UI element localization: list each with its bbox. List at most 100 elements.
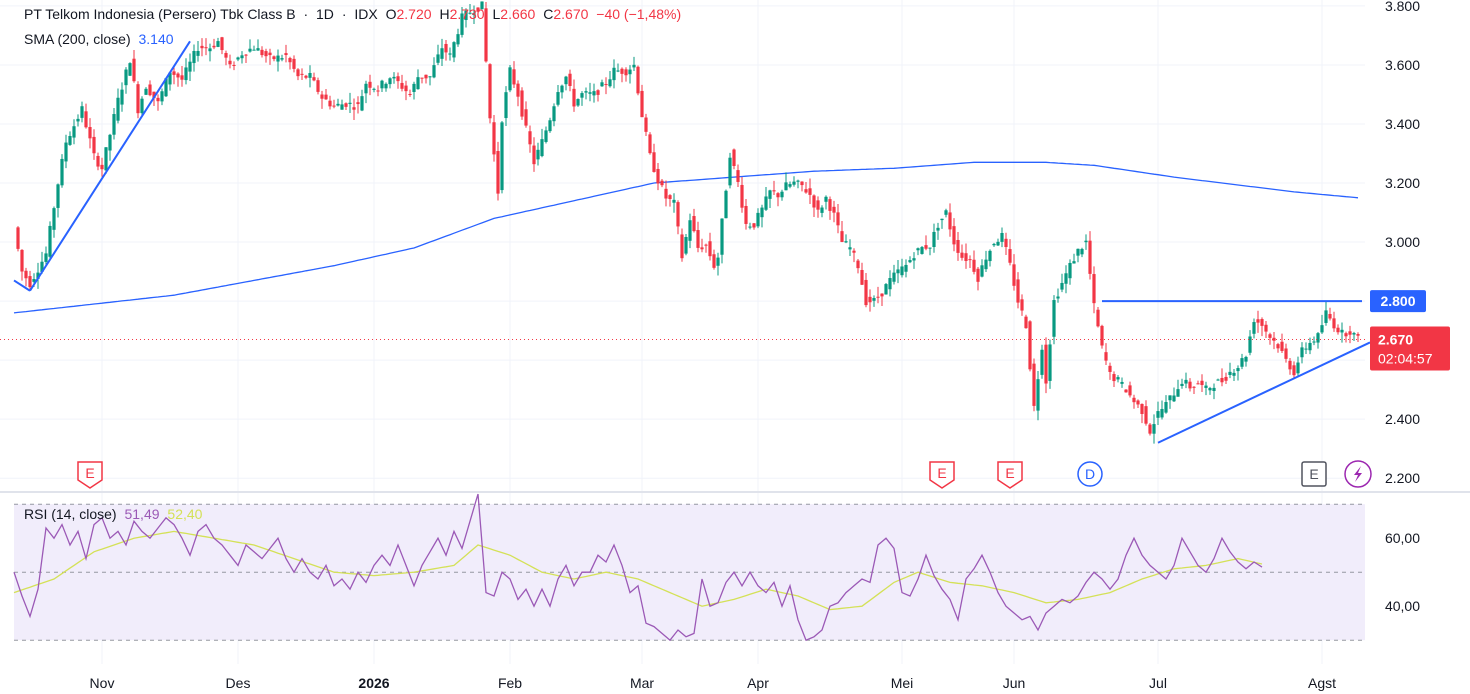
candle	[536, 142, 540, 166]
candle	[628, 65, 632, 84]
candle	[1316, 331, 1320, 349]
event-marker-D[interactable]: D	[1077, 461, 1103, 487]
candle-body	[1288, 360, 1292, 370]
price-tick-label: 3.600	[1385, 57, 1420, 73]
candle	[1252, 318, 1256, 339]
candle	[420, 77, 424, 84]
candle	[292, 55, 296, 73]
rsi-legend[interactable]: RSI (14, close) 51,49 52,40	[24, 506, 206, 522]
candle-body	[624, 69, 628, 76]
event-marker-E[interactable]: E	[997, 461, 1023, 489]
candle	[1292, 361, 1296, 378]
symbol-name[interactable]: PT Telkom Indonesia (Persero) Tbk Class …	[24, 6, 296, 22]
candle-body	[628, 69, 632, 75]
candle	[232, 61, 236, 71]
candle-body	[24, 270, 28, 279]
candle-body	[1312, 341, 1316, 343]
candle	[772, 180, 776, 195]
trendlines[interactable]	[13, 40, 1371, 444]
candle-body	[256, 48, 260, 51]
candle-body	[736, 170, 740, 182]
candle	[332, 99, 336, 109]
candle	[324, 89, 328, 100]
candle-body	[828, 199, 832, 211]
candle-body	[636, 66, 640, 94]
candle-body	[1260, 319, 1264, 326]
candle-body	[1124, 389, 1128, 393]
rsi-axis[interactable]: 40,00 60,00	[1385, 530, 1420, 614]
time-label: Mei	[891, 675, 914, 691]
candle-body	[1144, 406, 1148, 424]
candle-body	[1308, 342, 1312, 351]
candle-body	[756, 212, 760, 227]
event-marker-E[interactable]: E	[77, 461, 103, 489]
candle	[672, 193, 676, 213]
candle	[256, 39, 260, 51]
candle	[88, 118, 92, 149]
candle-body	[696, 230, 700, 248]
candle	[496, 141, 500, 201]
candle-body	[548, 120, 552, 132]
candle-body	[996, 241, 1000, 246]
candle-body	[1060, 282, 1064, 290]
candle-body	[1000, 232, 1004, 242]
interval[interactable]: 1D	[316, 6, 334, 22]
candle-body	[1256, 319, 1260, 323]
candle-body	[264, 51, 268, 57]
rsi-value: 51,49	[124, 506, 160, 522]
candle	[212, 38, 216, 50]
event-marker-E[interactable]: E	[1301, 461, 1327, 487]
candle-body	[1132, 397, 1136, 403]
candle	[1060, 273, 1064, 293]
candle-body	[476, 7, 480, 12]
candle	[1156, 401, 1160, 425]
earnings-icon	[77, 461, 103, 489]
candle	[968, 255, 972, 268]
candle-body	[664, 188, 668, 199]
candle-body	[952, 226, 956, 245]
candle	[752, 223, 756, 230]
price-label-2800: 2.800	[1380, 293, 1415, 309]
candle-body	[596, 90, 600, 95]
candle-body	[820, 207, 824, 213]
candle-body	[580, 93, 584, 98]
candle	[624, 67, 628, 82]
dividend-letter: D	[1085, 466, 1095, 482]
candle-body	[976, 268, 980, 282]
sma-legend[interactable]: SMA (200, close) 3.140	[24, 31, 178, 47]
candle-body	[780, 191, 784, 198]
candle	[660, 178, 664, 188]
time-axis[interactable]: Nov Des 2026 Feb Mar Apr Mei Jun Jul Agst	[90, 675, 1337, 691]
candle-body	[160, 91, 164, 102]
candle	[688, 213, 692, 249]
candle-body	[764, 196, 768, 210]
event-marker-flash[interactable]	[1344, 460, 1372, 488]
candle	[1192, 386, 1196, 394]
candle-body	[112, 114, 116, 135]
candle	[588, 82, 592, 102]
candle	[192, 44, 196, 72]
candle-body	[1140, 403, 1144, 414]
candle	[508, 64, 512, 93]
candle-body	[228, 60, 232, 65]
candle	[1196, 380, 1200, 385]
candle	[276, 49, 280, 72]
candle	[1152, 414, 1156, 444]
candle-body	[220, 37, 224, 51]
time-label: Des	[226, 675, 251, 691]
candle-body	[252, 49, 256, 51]
sma-label: SMA (200, close)	[24, 31, 131, 47]
candle-body	[1176, 389, 1180, 397]
candle-body	[1168, 395, 1172, 401]
candle-body	[472, 13, 476, 16]
candle-body	[936, 227, 940, 231]
candle-body	[388, 78, 392, 85]
candle-body	[352, 107, 356, 110]
event-marker-E[interactable]: E	[929, 461, 955, 489]
candle-body	[384, 83, 388, 89]
candle-body	[948, 212, 952, 230]
price-axis[interactable]: 2.2002.4002.6002.8003.0003.2003.4003.600…	[1370, 0, 1450, 486]
candle	[1164, 395, 1168, 414]
